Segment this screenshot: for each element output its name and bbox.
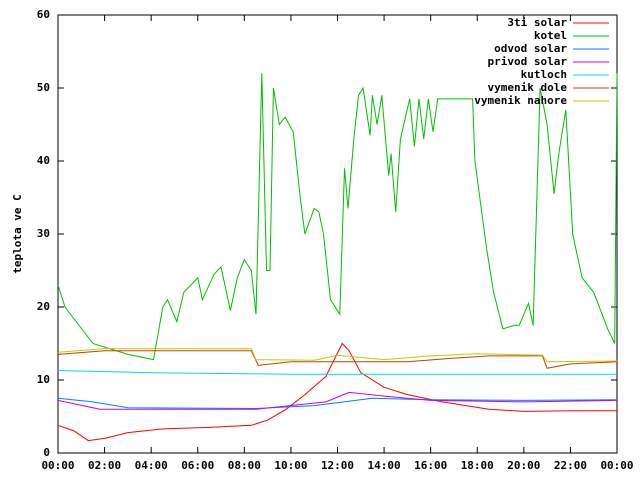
- y-axis-label: teplota ve C: [11, 194, 24, 273]
- series-line: [57, 73, 618, 361]
- series-line: [57, 391, 618, 410]
- x-tick-label: 00:00: [41, 459, 74, 472]
- y-tick-label: 10: [37, 373, 50, 386]
- x-tick-label: 12:00: [321, 459, 354, 472]
- x-tick-label: 00:00: [600, 459, 633, 472]
- series-line: [57, 397, 618, 410]
- x-tick-label: 06:00: [181, 459, 214, 472]
- y-tick-label: 50: [37, 81, 50, 94]
- x-tick-label: 14:00: [368, 459, 401, 472]
- x-tick-label: 04:00: [135, 459, 168, 472]
- x-tick-label: 20:00: [507, 459, 540, 472]
- legend-label: vymenik nahore: [474, 94, 567, 107]
- y-tick-label: 0: [43, 446, 50, 459]
- series-line: [57, 350, 618, 369]
- x-tick-label: 22:00: [554, 459, 587, 472]
- legend-label: privod solar: [488, 55, 568, 68]
- y-tick-label: 30: [37, 227, 50, 240]
- legend-label: vymenik dole: [488, 81, 568, 94]
- x-tick-label: 18:00: [461, 459, 494, 472]
- series-line: [57, 348, 618, 363]
- series-line: [57, 370, 617, 375]
- legend-label: kutloch: [521, 68, 567, 81]
- legend-label: odvod solar: [494, 42, 567, 55]
- legend-label: kotel: [534, 29, 567, 42]
- x-tick-label: 02:00: [88, 459, 121, 472]
- y-tick-label: 60: [37, 8, 50, 21]
- x-tick-label: 10:00: [274, 459, 307, 472]
- legend-label: 3ti solar: [507, 16, 567, 29]
- x-tick-label: 16:00: [414, 459, 447, 472]
- series-line: [57, 342, 617, 442]
- y-tick-label: 40: [37, 154, 50, 167]
- x-tick-label: 08:00: [228, 459, 261, 472]
- y-tick-label: 20: [37, 300, 50, 313]
